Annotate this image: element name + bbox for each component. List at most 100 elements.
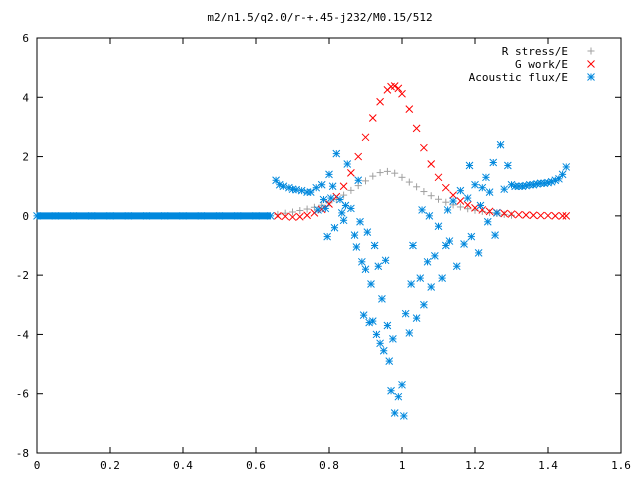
data-point xyxy=(522,211,530,219)
data-point xyxy=(332,149,341,158)
data-point xyxy=(281,212,290,221)
data-point xyxy=(441,183,450,192)
y-axis: -8 -6 -4 -2 0 2 4 6 xyxy=(16,32,621,460)
data-point xyxy=(367,280,375,288)
x-tick-label: 1.4 xyxy=(538,459,558,472)
data-point xyxy=(427,160,436,168)
data-point xyxy=(544,211,552,220)
data-point xyxy=(340,191,348,199)
data-point xyxy=(434,173,443,182)
data-point xyxy=(376,169,384,177)
x-tick-label: 1.6 xyxy=(611,459,631,472)
data-point xyxy=(272,176,280,185)
y-tick-label: -4 xyxy=(16,328,30,341)
data-point xyxy=(281,209,289,217)
y-tick-label: -8 xyxy=(16,447,29,460)
series-r-stress-e xyxy=(274,167,515,219)
data-point xyxy=(347,169,355,177)
data-point xyxy=(343,160,352,168)
data-point xyxy=(500,210,508,218)
data-point xyxy=(303,205,311,213)
x-tick-label: 0.6 xyxy=(246,459,266,472)
data-point xyxy=(398,380,406,389)
data-point xyxy=(482,173,490,182)
data-point xyxy=(398,89,406,98)
data-point xyxy=(317,180,326,189)
data-point xyxy=(394,392,403,401)
data-point xyxy=(274,210,282,218)
data-point xyxy=(325,200,333,208)
data-point xyxy=(430,252,439,260)
data-point xyxy=(279,182,288,191)
data-point xyxy=(529,211,538,220)
data-point xyxy=(376,97,384,106)
data-point xyxy=(354,176,363,185)
data-point xyxy=(356,217,364,226)
y-tick-label: 0 xyxy=(22,210,29,223)
data-point xyxy=(464,205,472,213)
legend-marker xyxy=(587,60,595,68)
data-point xyxy=(306,188,315,196)
data-point xyxy=(363,228,372,237)
data-point xyxy=(489,158,498,167)
data-point xyxy=(379,346,388,355)
data-point xyxy=(405,329,414,337)
data-point xyxy=(337,209,346,217)
data-point xyxy=(486,209,494,217)
data-point xyxy=(295,212,304,221)
data-point xyxy=(514,210,523,219)
data-point xyxy=(478,206,487,214)
data-point xyxy=(310,203,318,211)
data-point xyxy=(319,195,328,204)
data-point xyxy=(296,207,304,215)
data-point xyxy=(383,167,391,175)
data-point xyxy=(326,194,335,202)
y-tick-label: 6 xyxy=(22,32,29,45)
data-point xyxy=(372,330,381,339)
data-point xyxy=(485,188,494,196)
data-point xyxy=(412,314,421,322)
data-point xyxy=(508,211,515,219)
data-point xyxy=(418,206,426,214)
data-point xyxy=(441,241,450,250)
data-point xyxy=(518,182,527,191)
data-point xyxy=(398,173,406,181)
data-point xyxy=(445,237,454,245)
data-point xyxy=(551,212,560,220)
data-point xyxy=(555,174,563,183)
data-point xyxy=(370,241,379,250)
data-point xyxy=(456,203,464,211)
data-point xyxy=(405,178,413,186)
data-point xyxy=(383,321,392,330)
data-point xyxy=(525,180,534,189)
data-point xyxy=(449,197,457,205)
data-point xyxy=(413,183,421,191)
data-point xyxy=(376,339,384,348)
data-point xyxy=(394,84,403,93)
data-point xyxy=(420,188,428,196)
series-g-work-e xyxy=(274,82,571,221)
data-point xyxy=(463,201,472,209)
data-point xyxy=(536,211,545,220)
x-tick-label: 1 xyxy=(399,459,406,472)
data-point xyxy=(478,207,486,215)
data-point xyxy=(409,241,417,250)
data-point xyxy=(362,177,369,185)
chart-title: m2/n1.5/q2.0/r-+.45-j232/M0.15/512 xyxy=(207,11,432,24)
data-point xyxy=(341,201,350,210)
legend-marker xyxy=(587,47,595,55)
data-point xyxy=(427,283,436,291)
data-point xyxy=(339,182,348,191)
data-point xyxy=(350,231,359,239)
data-point xyxy=(456,197,465,205)
data-point xyxy=(438,274,447,282)
data-point xyxy=(323,232,332,241)
data-point xyxy=(368,317,377,325)
data-point xyxy=(405,105,414,113)
y-tick-label: -6 xyxy=(16,388,29,401)
data-point xyxy=(390,82,399,90)
data-point xyxy=(434,222,443,231)
data-point xyxy=(352,243,361,251)
data-point xyxy=(558,212,567,220)
data-point xyxy=(496,140,505,149)
